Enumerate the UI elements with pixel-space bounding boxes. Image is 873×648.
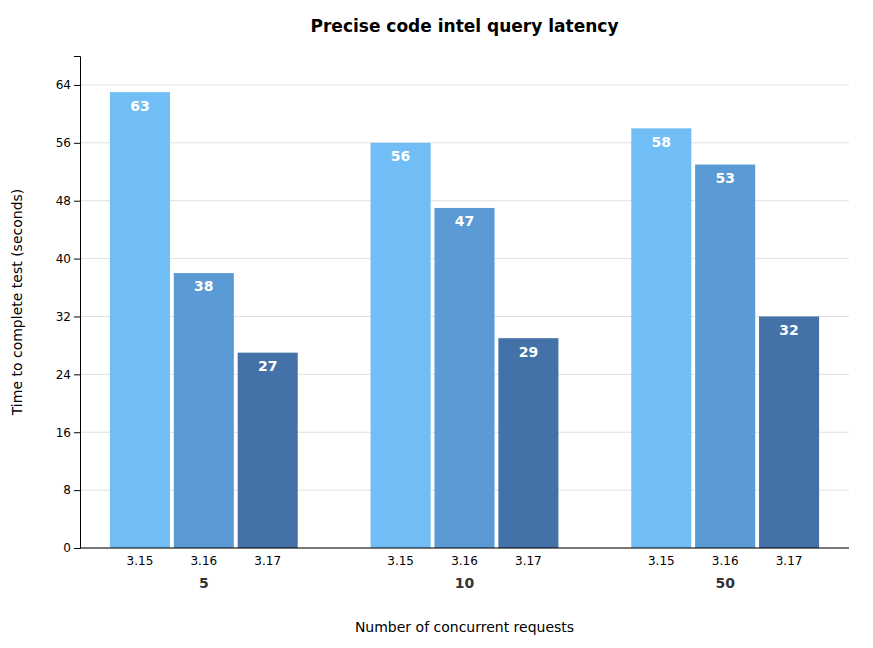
y-axis-line	[74, 57, 81, 549]
y-tick-label: 16	[56, 426, 71, 440]
y-tick-mark	[74, 548, 80, 549]
plot: 08162432404856646356583847532729323.153.…	[56, 57, 849, 592]
y-axis-title: Time to complete test (seconds)	[9, 189, 25, 417]
y-tick-label: 48	[56, 194, 71, 208]
x-tick-label: 3.17	[515, 554, 542, 568]
y-tick: 64	[56, 78, 80, 92]
data-label: 29	[519, 344, 538, 360]
data-label: 38	[194, 278, 213, 294]
x-tick-label: 3.16	[190, 554, 217, 568]
y-tick: 40	[56, 252, 80, 266]
bar	[498, 338, 558, 548]
bar	[434, 208, 494, 548]
bar	[110, 92, 170, 548]
y-tick-mark	[74, 316, 80, 317]
x-tick: 3.15	[648, 554, 675, 568]
y-tick: 48	[56, 194, 80, 208]
y-tick-mark	[74, 259, 80, 260]
y-tick: 0	[63, 541, 80, 555]
group-label: 10	[455, 575, 475, 591]
x-tick-label: 3.17	[776, 554, 803, 568]
x-tick-label: 3.15	[127, 554, 154, 568]
y-tick: 8	[63, 483, 80, 497]
data-label: 58	[652, 134, 671, 150]
x-axis: 3.15 3.16 3.17	[648, 554, 803, 568]
data-labels: 63 56 58 38 47 53 27 29 32	[130, 98, 799, 374]
bar	[695, 165, 755, 548]
y-tick-label: 56	[56, 136, 71, 150]
y-tick-mark	[74, 432, 80, 433]
y-tick: 32	[56, 310, 80, 324]
data-label: 47	[455, 213, 474, 229]
x-tick-label: 3.16	[712, 554, 739, 568]
y-tick-mark	[74, 201, 80, 202]
y-tick: 16	[56, 426, 80, 440]
grid	[80, 85, 849, 548]
y-tick: 56	[56, 136, 80, 150]
title: Precise code intel query latency	[311, 16, 619, 36]
bar	[371, 143, 431, 548]
y-tick-label: 32	[56, 310, 71, 324]
group-label: 50	[715, 575, 735, 591]
chart: 08162432404856646356583847532729323.153.…	[0, 0, 873, 648]
bars	[110, 92, 819, 548]
x-tick: 3.16	[712, 554, 739, 568]
y-tick: 24	[56, 368, 80, 382]
x-tick-label: 3.16	[451, 554, 478, 568]
y-tick-mark	[74, 143, 80, 144]
x-tick: 3.17	[515, 554, 542, 568]
y-tick-mark	[74, 85, 80, 86]
data-label: 63	[130, 98, 149, 114]
grid-line	[80, 548, 849, 549]
y-tick-label: 40	[56, 252, 71, 266]
y-tick-label: 0	[63, 541, 71, 555]
x-tick: 3.16	[190, 554, 217, 568]
x-tick-label: 3.15	[648, 554, 675, 568]
grid-line	[80, 84, 849, 85]
grid-line	[80, 142, 849, 143]
x-axis-line	[80, 548, 849, 549]
x-tick: 3.15	[127, 554, 154, 568]
y-tick-label: 8	[63, 483, 71, 497]
y-tick-label: 64	[56, 78, 71, 92]
y-tick-mark	[74, 490, 80, 491]
data-label: 32	[779, 322, 798, 338]
x-tick: 3.17	[254, 554, 281, 568]
x-tick: 3.17	[776, 554, 803, 568]
x-tick: 3.15	[387, 554, 414, 568]
group-label: 5	[199, 575, 209, 591]
bar	[174, 273, 234, 548]
x-tick-label: 3.17	[254, 554, 281, 568]
y-tick-mark	[74, 374, 80, 375]
bar	[631, 128, 691, 548]
data-label: 27	[258, 358, 277, 374]
x-tick: 3.16	[451, 554, 478, 568]
x-axis: 3.15 3.16 3.17	[127, 554, 282, 568]
x-tick-label: 3.15	[387, 554, 414, 568]
x-axis: 3.15 3.16 3.17	[387, 554, 542, 568]
bar	[238, 353, 298, 548]
y-axis: 0 8 16 24 32 40 48 56 64	[56, 57, 81, 556]
y-tick-label: 24	[56, 368, 71, 382]
data-label: 56	[391, 148, 410, 164]
bar	[759, 316, 819, 548]
data-label: 53	[715, 170, 734, 186]
x-axis-title: Number of concurrent requests	[355, 619, 574, 635]
